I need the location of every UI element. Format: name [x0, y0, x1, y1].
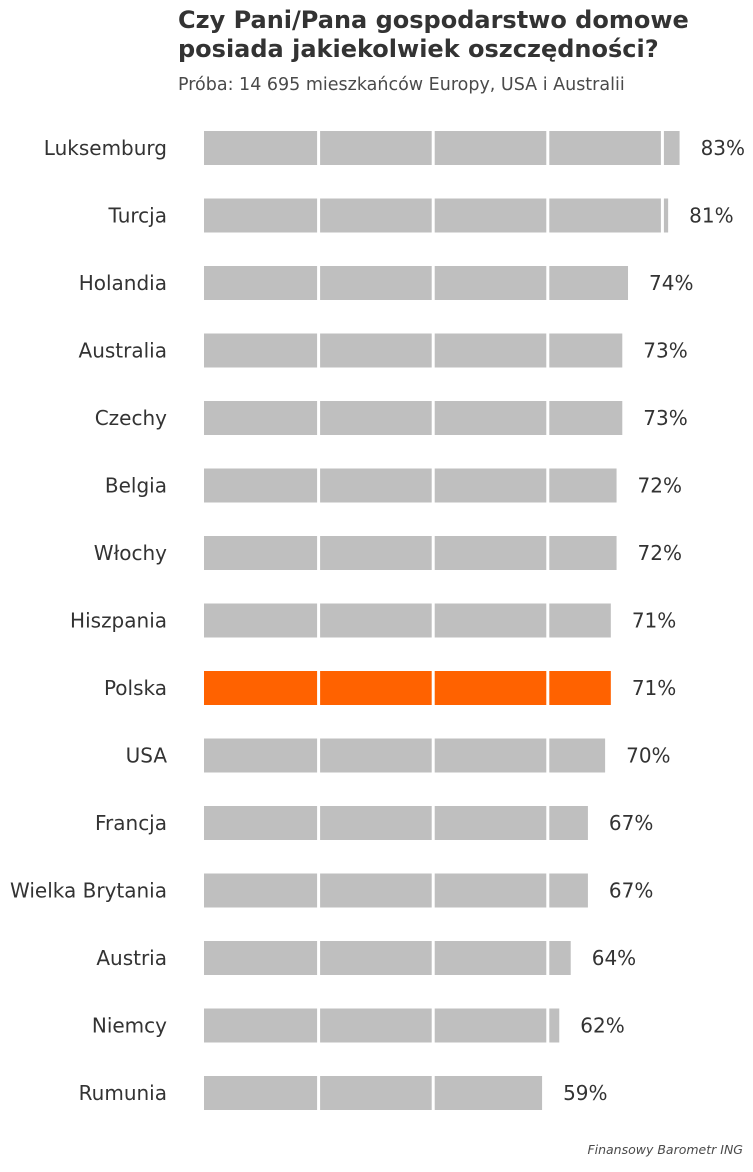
- value-label: 67%: [609, 879, 653, 903]
- category-label: Austria: [96, 946, 167, 970]
- bar-divider: [546, 873, 550, 908]
- category-label: Rumunia: [79, 1081, 167, 1105]
- value-label: 67%: [609, 811, 653, 835]
- bar-divider: [546, 333, 550, 368]
- category-label: Włochy: [94, 541, 167, 565]
- chart-subtitle: Próba: 14 695 mieszkańców Europy, USA i …: [178, 75, 625, 95]
- bar-divider: [317, 333, 321, 368]
- bar-divider: [546, 738, 550, 773]
- value-label: 73%: [643, 339, 687, 363]
- bar-divider: [431, 266, 435, 300]
- bar: [204, 131, 680, 165]
- bar-divider: [431, 536, 435, 570]
- bar-divider: [431, 131, 435, 165]
- bar-divider: [546, 941, 550, 975]
- bar-divider: [431, 738, 435, 773]
- bar: [204, 806, 588, 840]
- category-label: Belgia: [105, 474, 167, 498]
- value-label: 74%: [649, 271, 693, 295]
- value-label: 59%: [563, 1081, 607, 1105]
- bar-divider: [317, 1076, 321, 1110]
- bar-divider: [546, 806, 550, 840]
- category-label: Polska: [104, 676, 167, 700]
- bar-divider: [546, 266, 550, 300]
- bar: [204, 603, 611, 638]
- bar-divider: [317, 198, 321, 233]
- bar-divider: [431, 468, 435, 503]
- bar-divider: [317, 1008, 321, 1043]
- value-label: 64%: [592, 946, 636, 970]
- category-label: Francja: [95, 811, 167, 835]
- bar-divider: [317, 603, 321, 638]
- chart-title: Czy Pani/Pana gospodarstwo domowe posiad…: [178, 6, 689, 63]
- bar-divider: [431, 333, 435, 368]
- source-note: Finansowy Barometr ING: [587, 1142, 743, 1157]
- value-label: 62%: [580, 1014, 624, 1038]
- bar-divider: [431, 873, 435, 908]
- bar-divider: [431, 671, 435, 705]
- value-label: 71%: [632, 676, 676, 700]
- bar: [204, 1008, 560, 1043]
- bar: [204, 941, 571, 975]
- bar-divider: [317, 738, 321, 773]
- bar-divider: [546, 468, 550, 503]
- value-label: 71%: [632, 609, 676, 633]
- value-label: 83%: [701, 136, 745, 160]
- bar-divider: [317, 266, 321, 300]
- category-label: Holandia: [79, 271, 167, 295]
- category-label: USA: [126, 744, 168, 768]
- bar-divider: [317, 401, 321, 435]
- bar-divider: [546, 671, 550, 705]
- category-label: Wielka Brytania: [10, 879, 167, 903]
- bar-divider: [546, 1008, 550, 1043]
- bar-divider: [431, 603, 435, 638]
- bar: [204, 468, 617, 503]
- bar-divider: [546, 603, 550, 638]
- category-label: Czechy: [95, 406, 167, 430]
- category-label: Niemcy: [92, 1014, 167, 1038]
- bar: [204, 333, 623, 368]
- value-label: 81%: [689, 204, 733, 228]
- bar-divider: [317, 671, 321, 705]
- value-label: 72%: [638, 541, 682, 565]
- bar-divider: [431, 1076, 435, 1110]
- bar-divider: [431, 806, 435, 840]
- bar: [204, 1076, 543, 1110]
- category-label: Australia: [79, 339, 167, 363]
- value-label: 70%: [626, 744, 670, 768]
- category-label: Turcja: [108, 204, 167, 228]
- value-label: 72%: [638, 474, 682, 498]
- bar-divider: [546, 536, 550, 570]
- bar: [204, 536, 617, 570]
- bar-divider: [317, 873, 321, 908]
- bar-divider: [431, 1008, 435, 1043]
- bar-divider: [546, 198, 550, 233]
- bar-divider: [317, 806, 321, 840]
- bar: [204, 671, 611, 705]
- bar-divider: [660, 198, 664, 233]
- bar: [204, 266, 629, 300]
- bar-divider: [546, 131, 550, 165]
- category-label: Luksemburg: [44, 136, 167, 160]
- value-label: 73%: [643, 406, 687, 430]
- bar: [204, 401, 623, 435]
- bar-divider: [431, 401, 435, 435]
- bar-divider: [660, 131, 664, 165]
- bar: [204, 873, 588, 908]
- bar-divider: [317, 536, 321, 570]
- bar-divider: [317, 941, 321, 975]
- bar-divider: [317, 468, 321, 503]
- bar-divider: [317, 131, 321, 165]
- bar-divider: [546, 401, 550, 435]
- bar-divider: [431, 941, 435, 975]
- category-label: Hiszpania: [70, 609, 167, 633]
- bar-divider: [431, 198, 435, 233]
- bar: [204, 738, 606, 773]
- bar: [204, 198, 669, 233]
